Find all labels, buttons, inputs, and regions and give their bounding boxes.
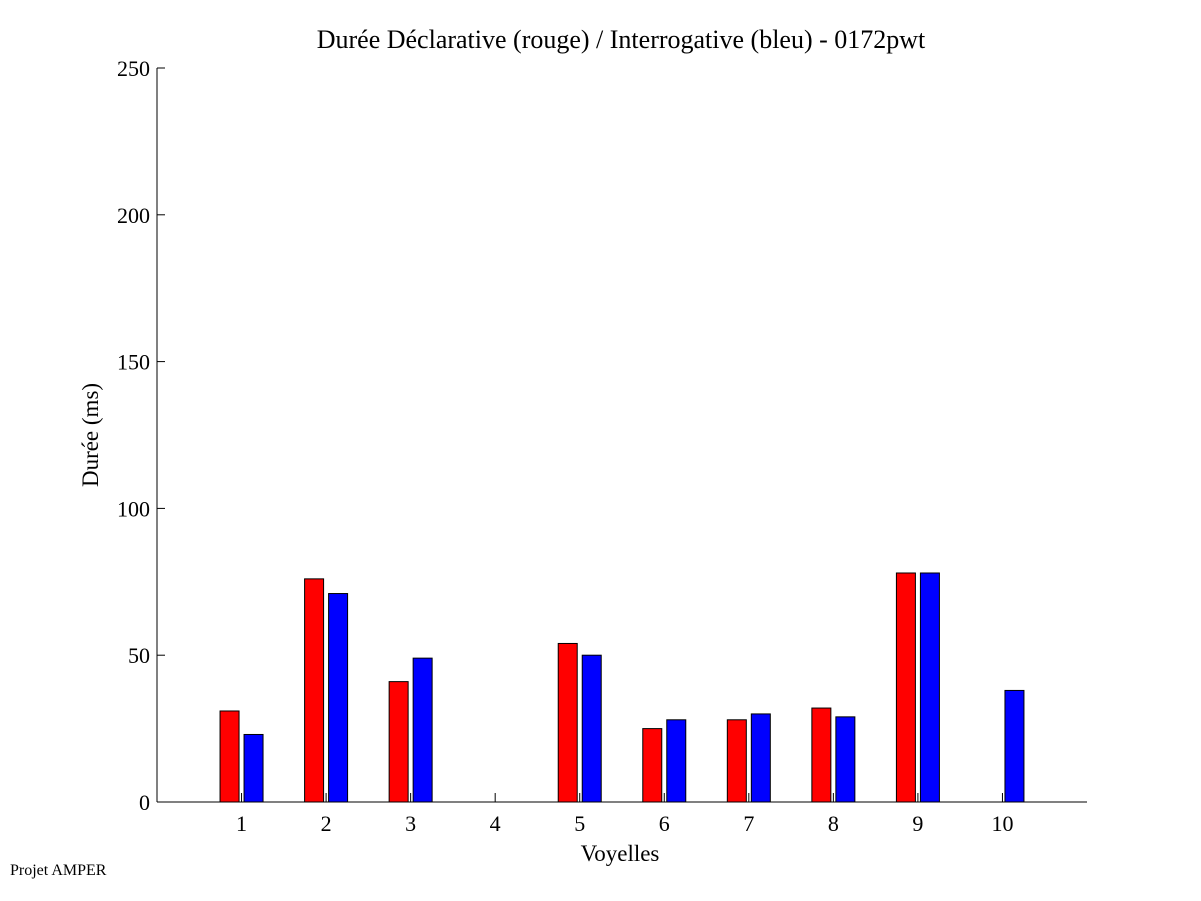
x-tick-label: 6 — [659, 811, 670, 836]
bar-interrogative — [328, 593, 349, 803]
y-tick-label: 0 — [139, 790, 150, 815]
bar-interrogative — [835, 716, 856, 803]
x-axis: 1 2 3 4 5 6 7 8 9 10 — [157, 793, 1087, 836]
bar-declarative — [895, 572, 916, 803]
y-axis-label: Durée (ms) — [78, 383, 103, 487]
chart-title: Durée Déclarative (rouge) / Interrogativ… — [317, 25, 926, 54]
bar-declarative — [557, 642, 578, 803]
bar-declarative — [388, 681, 409, 803]
x-tick-label: 1 — [236, 811, 247, 836]
bar-interrogative — [412, 657, 433, 803]
bar-interrogative — [750, 713, 771, 803]
bar-declarative — [304, 578, 325, 803]
y-tick-label: 200 — [117, 203, 150, 228]
bars-group — [219, 572, 1025, 803]
x-tick-label: 2 — [321, 811, 332, 836]
bar-interrogative — [919, 572, 940, 803]
y-tick-label: 250 — [117, 56, 150, 81]
y-tick-label: 100 — [117, 496, 150, 521]
bar-interrogative — [581, 654, 602, 803]
bar-interrogative — [1004, 689, 1025, 803]
x-tick-label: 5 — [574, 811, 585, 836]
bar-declarative — [811, 707, 832, 803]
bar-interrogative — [243, 733, 264, 803]
x-tick-label: 3 — [405, 811, 416, 836]
y-axis: 0 50 100 150 200 250 — [117, 56, 165, 815]
y-tick-label: 50 — [128, 643, 150, 668]
x-tick-label: 10 — [991, 811, 1013, 836]
y-tick-label: 150 — [117, 350, 150, 375]
x-tick-label: 7 — [743, 811, 754, 836]
x-tick-label: 9 — [912, 811, 923, 836]
bar-interrogative — [666, 719, 687, 803]
footer-note: Projet AMPER — [10, 862, 107, 879]
bar-declarative — [726, 719, 747, 803]
x-tick-label: 8 — [828, 811, 839, 836]
x-axis-label: Voyelles — [581, 841, 660, 866]
x-tick-label: 4 — [490, 811, 501, 836]
bar-declarative — [642, 728, 663, 803]
bar-declarative — [219, 710, 240, 803]
